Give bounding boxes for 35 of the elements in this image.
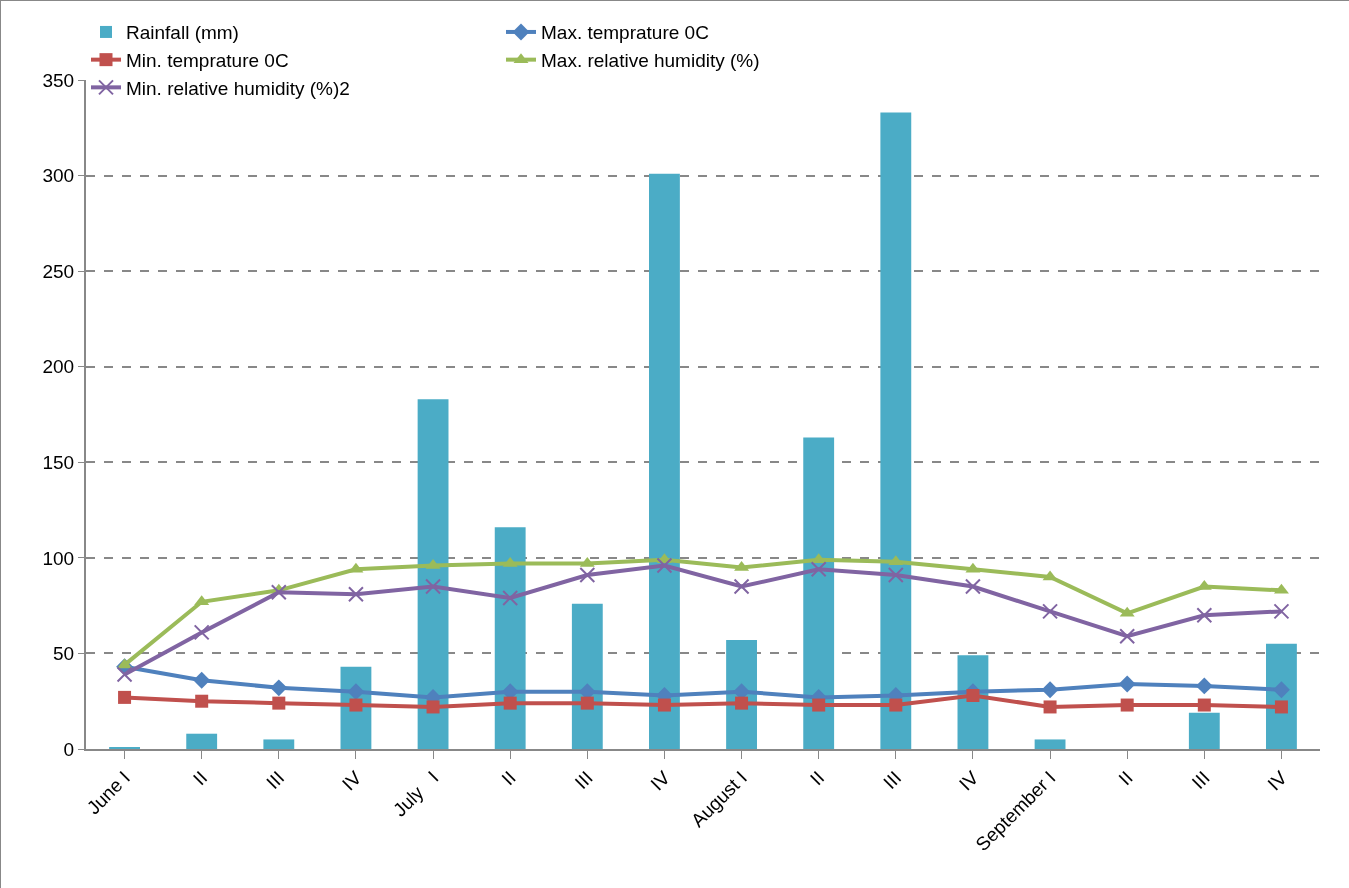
- y-tick-label: 200: [42, 356, 75, 378]
- x-tick-label: IV: [1263, 766, 1292, 795]
- legend-label: Min. relative humidity (%)2: [126, 77, 350, 99]
- bar: [417, 399, 449, 749]
- legend-label: Max. relative humidity (%): [541, 50, 760, 72]
- bar: [649, 173, 680, 749]
- bar: [263, 739, 295, 749]
- y-tick-label: 250: [42, 260, 75, 282]
- x-tick-label: IV: [954, 766, 983, 795]
- y-tick-label: 0: [63, 738, 75, 760]
- x-tick-label: IV: [337, 766, 366, 795]
- x-tick-label: II: [1114, 767, 1137, 790]
- bar: [880, 112, 912, 749]
- bar: [803, 437, 835, 749]
- x-tick-label: July I: [388, 767, 443, 821]
- y-tick-label: 50: [53, 643, 75, 665]
- x-tick-label: III: [1187, 767, 1214, 794]
- x-tick-label: II: [805, 767, 829, 790]
- bar: [1034, 739, 1066, 749]
- bar: [1188, 712, 1220, 749]
- x-tick-label: II: [188, 767, 212, 790]
- bar: [571, 603, 603, 749]
- x-tick-label: IV: [646, 766, 675, 795]
- y-tick-label: 100: [42, 547, 75, 569]
- legend-label: Rainfall (mm): [126, 22, 239, 44]
- x-tick-label: III: [262, 767, 289, 794]
- x-tick-label: III: [879, 767, 906, 794]
- x-tick-label: III: [570, 767, 597, 794]
- y-tick-label: 150: [42, 451, 75, 473]
- y-tick-label: 300: [42, 165, 75, 187]
- bar: [186, 733, 218, 749]
- y-tick-label: 350: [42, 69, 75, 91]
- legend-label: Max. temprature 0C: [541, 22, 709, 44]
- legend-label: Min. temprature 0C: [126, 50, 289, 72]
- x-tick-label: II: [497, 767, 520, 790]
